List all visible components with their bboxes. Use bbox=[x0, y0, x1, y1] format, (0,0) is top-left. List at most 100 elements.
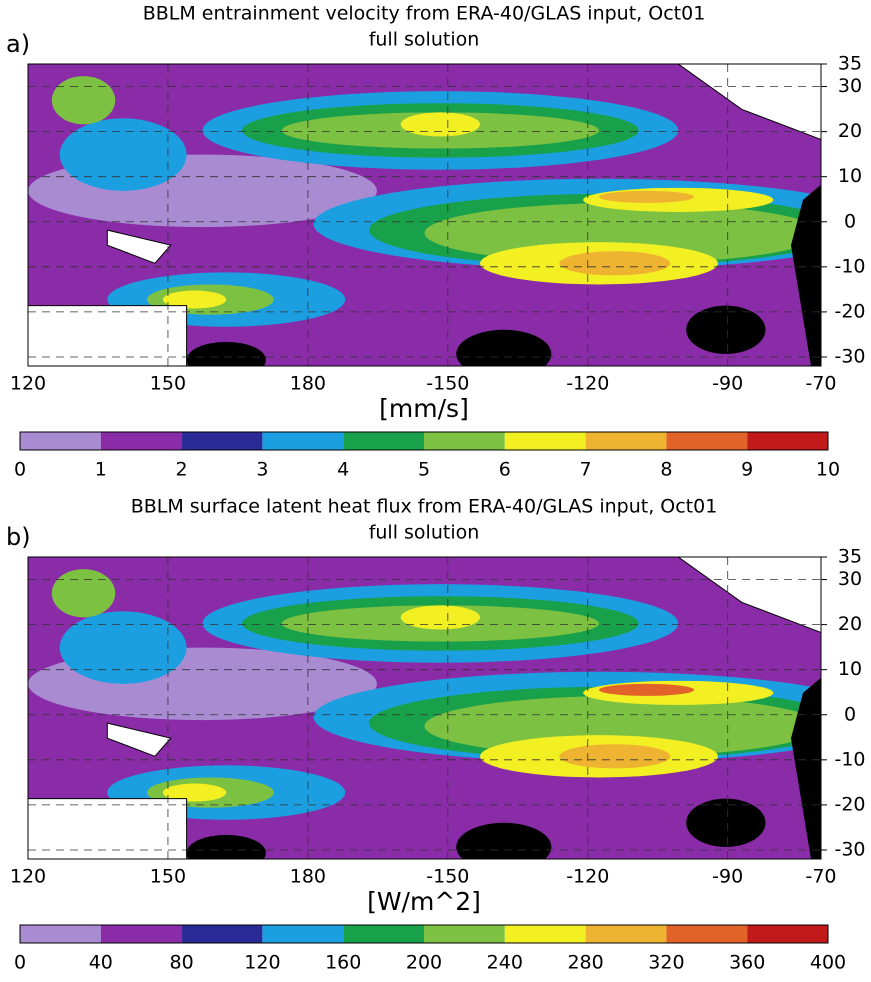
y-tick-label: 35 bbox=[838, 546, 862, 568]
land bbox=[677, 557, 821, 634]
contour-region bbox=[598, 190, 695, 203]
x-tick-label: 150 bbox=[150, 866, 186, 888]
y-tick-label: 30 bbox=[838, 568, 862, 590]
map-field bbox=[28, 557, 821, 859]
land bbox=[28, 798, 188, 859]
contour-region bbox=[59, 118, 187, 191]
colorbar-swatch bbox=[181, 432, 263, 450]
colorbar-tick-label: 10 bbox=[816, 459, 840, 481]
x-tick-label: -70 bbox=[805, 373, 836, 395]
x-tick-label: 120 bbox=[10, 373, 46, 395]
land bbox=[28, 305, 188, 366]
colorbar-swatch bbox=[747, 925, 828, 943]
y-tick-label: -30 bbox=[834, 345, 865, 367]
colorbar-swatch bbox=[343, 925, 424, 943]
contour-region bbox=[598, 683, 695, 696]
unit-label: [mm/s] bbox=[379, 394, 469, 423]
x-tick-label: -120 bbox=[566, 866, 609, 888]
colorbar-swatch bbox=[181, 925, 263, 943]
colorbar-swatch bbox=[424, 432, 505, 450]
colorbar-frame bbox=[19, 431, 829, 451]
colorbar-tick-label: 240 bbox=[487, 952, 523, 974]
y-tick-label: -20 bbox=[834, 793, 865, 815]
y-tick-label: -10 bbox=[834, 255, 865, 277]
colorbar-tick-label: 6 bbox=[499, 459, 511, 481]
colorbar-tick-label: 400 bbox=[810, 952, 846, 974]
x-tick-label: -90 bbox=[712, 866, 743, 888]
map-frame bbox=[27, 63, 822, 367]
colorbar-swatch bbox=[504, 432, 586, 450]
colorbar-tick-label: 8 bbox=[660, 459, 672, 481]
colorbar-tick-label: 0 bbox=[14, 952, 26, 974]
subtitle: full solution bbox=[369, 522, 480, 544]
land bbox=[456, 329, 552, 366]
colorbar-swatch bbox=[585, 925, 667, 943]
colorbar-tick-label: 1 bbox=[95, 459, 107, 481]
title: BBLM surface latent heat flux from ERA-4… bbox=[131, 496, 718, 518]
colorbar-tick-label: 280 bbox=[567, 952, 603, 974]
colorbar-tick-label: 3 bbox=[256, 459, 268, 481]
y-tick-label: 0 bbox=[844, 210, 856, 232]
colorbar-tick-label: 160 bbox=[325, 952, 361, 974]
land bbox=[106, 722, 172, 757]
subtitle: full solution bbox=[369, 29, 480, 51]
y-tick-label: 10 bbox=[838, 658, 862, 680]
colorbar-swatch bbox=[504, 925, 586, 943]
land bbox=[677, 64, 821, 141]
map-frame bbox=[27, 556, 822, 860]
contour-region bbox=[51, 76, 116, 125]
colorbar-swatch bbox=[262, 432, 344, 450]
colorbar-swatch bbox=[343, 432, 424, 450]
colorbar-tick-label: 40 bbox=[89, 952, 113, 974]
colorbar-tick-label: 5 bbox=[418, 459, 430, 481]
colorbar-tick-label: 7 bbox=[580, 459, 592, 481]
y-tick-label: 20 bbox=[838, 613, 862, 635]
x-tick-label: 180 bbox=[290, 866, 326, 888]
colorbar-tick-label: 360 bbox=[729, 952, 765, 974]
land bbox=[791, 184, 821, 366]
y-tick-label: -10 bbox=[834, 748, 865, 770]
colorbar-swatch bbox=[666, 432, 748, 450]
contour-region bbox=[400, 112, 481, 137]
colorbar-swatch bbox=[747, 432, 828, 450]
x-tick-label: -150 bbox=[426, 373, 469, 395]
contour-region bbox=[162, 290, 227, 309]
contour-region bbox=[559, 251, 671, 276]
colorbar-swatch bbox=[20, 925, 101, 943]
land bbox=[186, 341, 266, 366]
y-tick-label: 35 bbox=[838, 53, 862, 75]
x-tick-label: -90 bbox=[712, 373, 743, 395]
contour-region bbox=[559, 744, 671, 769]
land bbox=[686, 305, 766, 354]
land bbox=[106, 229, 172, 264]
colorbar-tick-label: 9 bbox=[741, 459, 753, 481]
colorbar-tick-label: 120 bbox=[244, 952, 280, 974]
title: BBLM entrainment velocity from ERA-40/GL… bbox=[143, 3, 706, 25]
contour-region bbox=[400, 605, 481, 630]
contour-region bbox=[51, 569, 116, 618]
colorbar-swatch bbox=[666, 925, 748, 943]
y-tick-label: 0 bbox=[844, 703, 856, 725]
contour-region bbox=[162, 783, 227, 802]
x-tick-label: 120 bbox=[10, 866, 46, 888]
colorbar-swatch bbox=[262, 925, 344, 943]
x-tick-label: -70 bbox=[805, 866, 836, 888]
colorbar-tick-label: 80 bbox=[170, 952, 194, 974]
x-tick-label: 180 bbox=[290, 373, 326, 395]
y-tick-label: 10 bbox=[838, 165, 862, 187]
colorbar-swatch bbox=[424, 925, 505, 943]
unit-label: [W/m^2] bbox=[367, 887, 481, 916]
x-tick-label: 150 bbox=[150, 373, 186, 395]
colorbar-swatch bbox=[100, 432, 182, 450]
x-tick-label: -120 bbox=[566, 373, 609, 395]
y-tick-label: 30 bbox=[838, 75, 862, 97]
colorbar-tick-label: 320 bbox=[648, 952, 684, 974]
y-tick-label: -30 bbox=[834, 838, 865, 860]
colorbar-tick-label: 2 bbox=[176, 459, 188, 481]
colorbar-swatch bbox=[20, 432, 101, 450]
colorbar-tick-label: 0 bbox=[14, 459, 26, 481]
land bbox=[791, 677, 821, 859]
colorbar-swatch bbox=[100, 925, 182, 943]
map-field bbox=[28, 64, 821, 366]
